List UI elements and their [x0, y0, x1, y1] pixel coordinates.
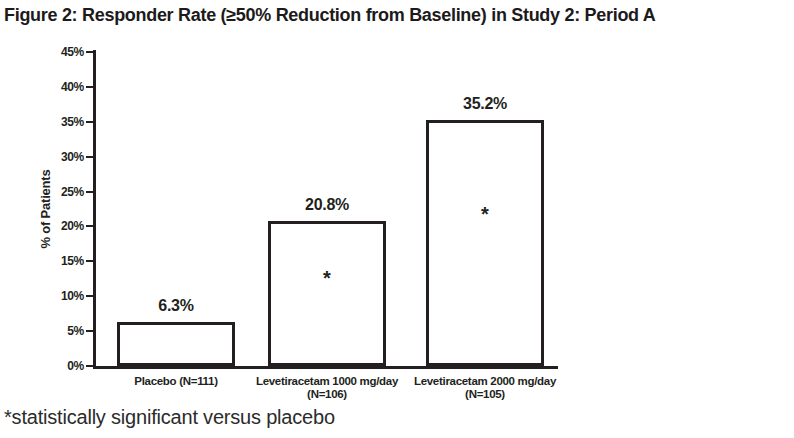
- y-tick-label: 35%: [38, 115, 84, 129]
- x-category-label: Levetiracetam 2000 mg/day(N=105): [393, 375, 577, 400]
- y-tick-label: 5%: [38, 324, 84, 338]
- x-category-label: Levetiracetam 1000 mg/day(N=106): [235, 375, 419, 400]
- y-tick-mark: [86, 51, 94, 53]
- y-tick-label: 25%: [38, 185, 84, 199]
- y-tick-label: 0%: [38, 359, 84, 373]
- y-tick-mark: [86, 330, 94, 332]
- significance-asterisk: *: [323, 268, 331, 288]
- x-category-line: (N=105): [393, 388, 577, 401]
- figure-2-responder-rate-chart: Figure 2: Responder Rate (≥50% Reduction…: [0, 0, 794, 438]
- bar: [117, 322, 235, 366]
- y-tick-mark: [86, 365, 94, 367]
- bar: [268, 221, 386, 366]
- y-tick-label: 20%: [38, 219, 84, 233]
- x-category-line: Levetiracetam 2000 mg/day: [393, 375, 577, 388]
- y-tick-label: 10%: [38, 289, 84, 303]
- bar: [426, 120, 544, 366]
- y-tick-label: 30%: [38, 150, 84, 164]
- bar-value-label: 35.2%: [415, 95, 555, 113]
- y-tick-mark: [86, 121, 94, 123]
- y-tick-label: 40%: [38, 80, 84, 94]
- y-tick-label: 45%: [38, 45, 84, 59]
- y-tick-mark: [86, 156, 94, 158]
- bar-value-label: 6.3%: [106, 297, 246, 315]
- y-tick-mark: [86, 86, 94, 88]
- y-tick-mark: [86, 295, 94, 297]
- x-category-line: (N=106): [235, 388, 419, 401]
- y-tick-mark: [86, 191, 94, 193]
- footnote: *statistically significant versus placeb…: [4, 406, 335, 429]
- significance-asterisk: *: [481, 204, 489, 224]
- plot-area: 0%5%10%15%20%25%30%35%40%45%6.3%Placebo …: [0, 0, 794, 438]
- x-axis-line: [93, 366, 558, 369]
- y-tick-label: 15%: [38, 254, 84, 268]
- y-axis-line: [93, 50, 96, 369]
- y-tick-mark: [86, 225, 94, 227]
- x-category-line: Levetiracetam 1000 mg/day: [235, 375, 419, 388]
- y-tick-mark: [86, 260, 94, 262]
- bar-value-label: 20.8%: [257, 196, 397, 214]
